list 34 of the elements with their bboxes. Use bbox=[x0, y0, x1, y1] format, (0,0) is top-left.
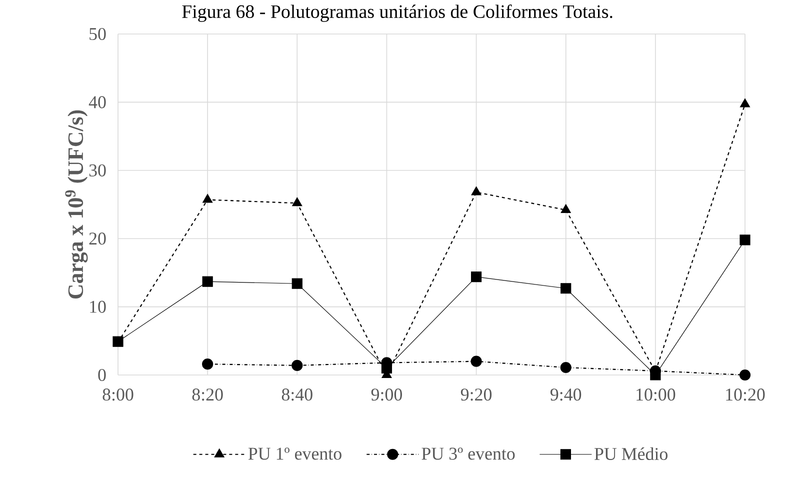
y-tick-label: 30 bbox=[89, 164, 106, 176]
point bbox=[292, 198, 302, 206]
point bbox=[560, 204, 571, 214]
x-tick-label: 8:40 bbox=[282, 388, 312, 401]
point bbox=[470, 271, 482, 282]
x-tick-label: 9:00 bbox=[371, 388, 402, 401]
point bbox=[471, 186, 482, 196]
y-axis-title: Carga x 10$^{9}$ (UFC/s) bbox=[65, 110, 88, 299]
point bbox=[740, 98, 750, 108]
legend-label: PU 1º evento bbox=[248, 448, 342, 460]
x-tick-label: 9:20 bbox=[460, 388, 492, 401]
y-tick-label: 10 bbox=[90, 300, 106, 313]
point bbox=[739, 369, 751, 381]
point bbox=[560, 362, 572, 374]
legend-label: PU Médio bbox=[594, 447, 668, 460]
point bbox=[470, 356, 482, 367]
x-tick-label: 8:20 bbox=[192, 388, 223, 401]
y-tick-label: 40 bbox=[88, 96, 106, 108]
y-tick-label: 0 bbox=[98, 368, 106, 382]
x-tick-label: 9:40 bbox=[550, 388, 582, 401]
point bbox=[202, 276, 213, 287]
point bbox=[202, 194, 212, 203]
point bbox=[202, 358, 214, 370]
point bbox=[292, 360, 303, 372]
chart-title: Figura 68 - Polutogramas unitários de Coliformes Totais. bbox=[182, 4, 612, 22]
x-tick-label: 8:00 bbox=[102, 388, 134, 401]
x-tick-label: 10:20 bbox=[726, 388, 765, 401]
y-tick-label: 20 bbox=[89, 232, 106, 245]
point bbox=[740, 234, 750, 246]
y-tick-label: 50 bbox=[90, 28, 106, 40]
point bbox=[560, 283, 572, 294]
point bbox=[292, 278, 302, 289]
x-tick-label: 10:00 bbox=[636, 388, 676, 401]
legend-label: PU 3º evento bbox=[422, 448, 515, 460]
